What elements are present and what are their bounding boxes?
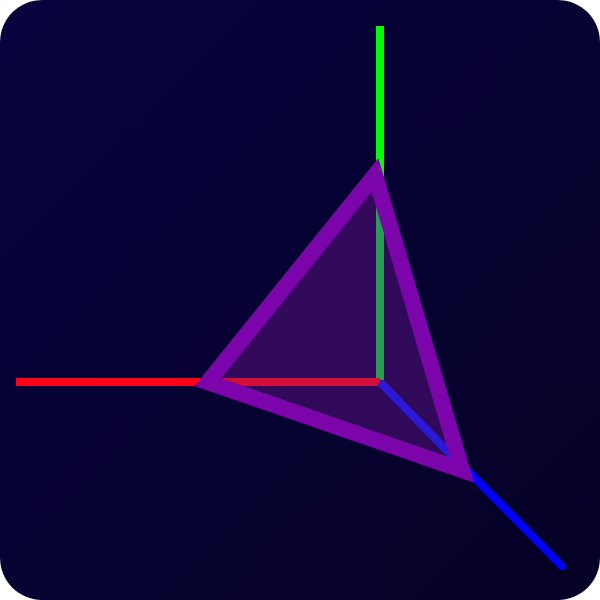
triangle-outline [194,158,475,483]
z-axis-through-face [377,379,461,465]
